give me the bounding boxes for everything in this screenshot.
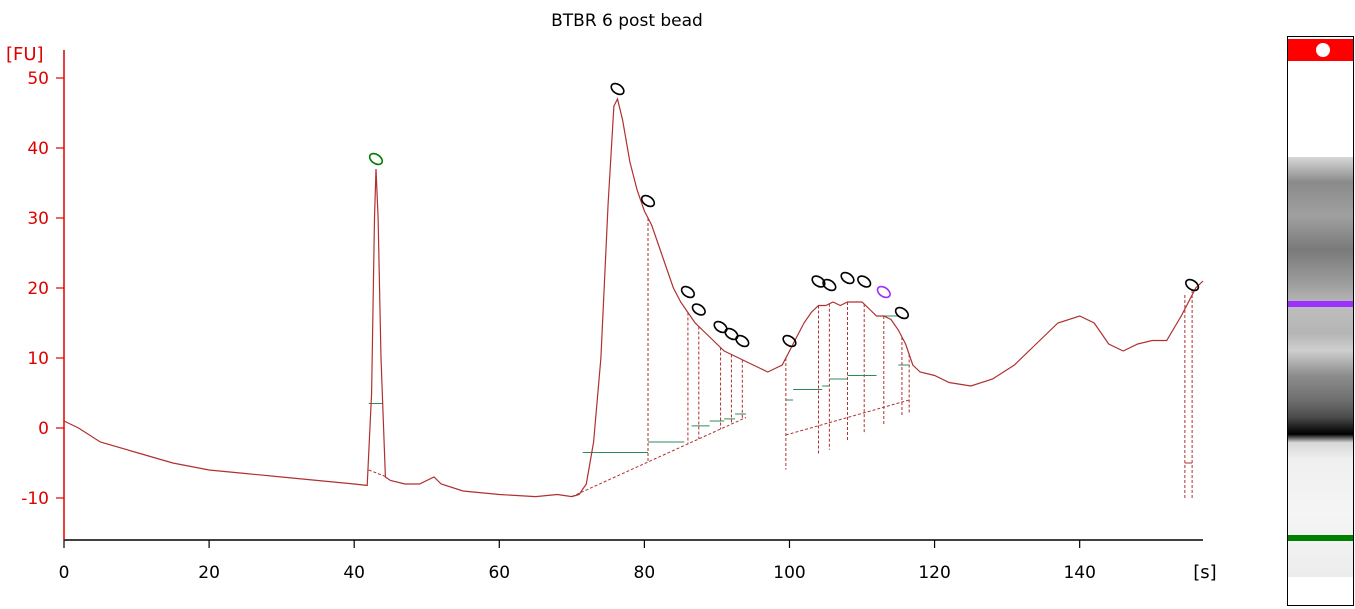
x-tick-label: 0 [59, 563, 70, 583]
y-tick-label: 20 [27, 279, 49, 299]
y-tick-label: 30 [27, 209, 49, 229]
peak-marker [1185, 278, 1200, 292]
gel-lower-marker [1288, 535, 1353, 541]
peak-marker [640, 194, 656, 208]
peak-marker [840, 271, 855, 285]
x-tick-label: 120 [918, 563, 950, 583]
trace-line [63, 97, 1204, 498]
gel-smear [1288, 157, 1353, 577]
x-tick-label: 60 [488, 563, 510, 583]
y-tick-label: -10 [21, 489, 49, 509]
y-tick-label: 0 [38, 419, 49, 439]
chart-title: BTBR 6 post bead [551, 11, 703, 31]
peak-marker [713, 320, 728, 334]
peak-marker [822, 278, 837, 292]
peak-segments [368, 218, 1193, 498]
gel-top-marker [1288, 39, 1353, 61]
x-tick-label: 40 [343, 563, 365, 583]
y-axis-label: [FU] [6, 44, 44, 65]
y-tick-label: 10 [27, 349, 49, 369]
segment-baseline [368, 469, 388, 478]
peak-marker [691, 303, 706, 316]
peak-markers [368, 82, 1200, 348]
x-tick-label: 100 [773, 563, 805, 583]
x-tick-label: 80 [634, 563, 656, 583]
x-tick-label: 20 [198, 563, 220, 583]
x-tick-label: 140 [1063, 563, 1095, 583]
segment-baseline [571, 417, 747, 498]
y-tick-label: 50 [27, 69, 49, 89]
peak-marker [894, 306, 910, 320]
gel-top-dot [1316, 43, 1330, 57]
trace-layer [63, 97, 1204, 498]
gel-upper-marker [1288, 301, 1353, 307]
y-tick-label: 40 [27, 139, 49, 159]
electropherogram-chart: BTBR 6 post bead 0 20 40 60 80 100 120 140 -10 0 1… [6, 11, 1217, 583]
peak-marker [782, 334, 797, 348]
peak-marker [857, 275, 872, 288]
peak-marker [680, 285, 695, 299]
peak-marker [610, 82, 625, 96]
peak-marker [735, 334, 750, 348]
axes: 0 20 40 60 80 100 120 140 -10 0 10 20 30 40 50 [21, 50, 1203, 583]
peak-marker [724, 327, 739, 341]
peak-marker [368, 152, 384, 166]
segment-baseline [785, 399, 910, 436]
peak-marker [876, 285, 891, 299]
x-axis-label: [s] [1193, 562, 1216, 583]
gel-lane [1287, 36, 1354, 606]
